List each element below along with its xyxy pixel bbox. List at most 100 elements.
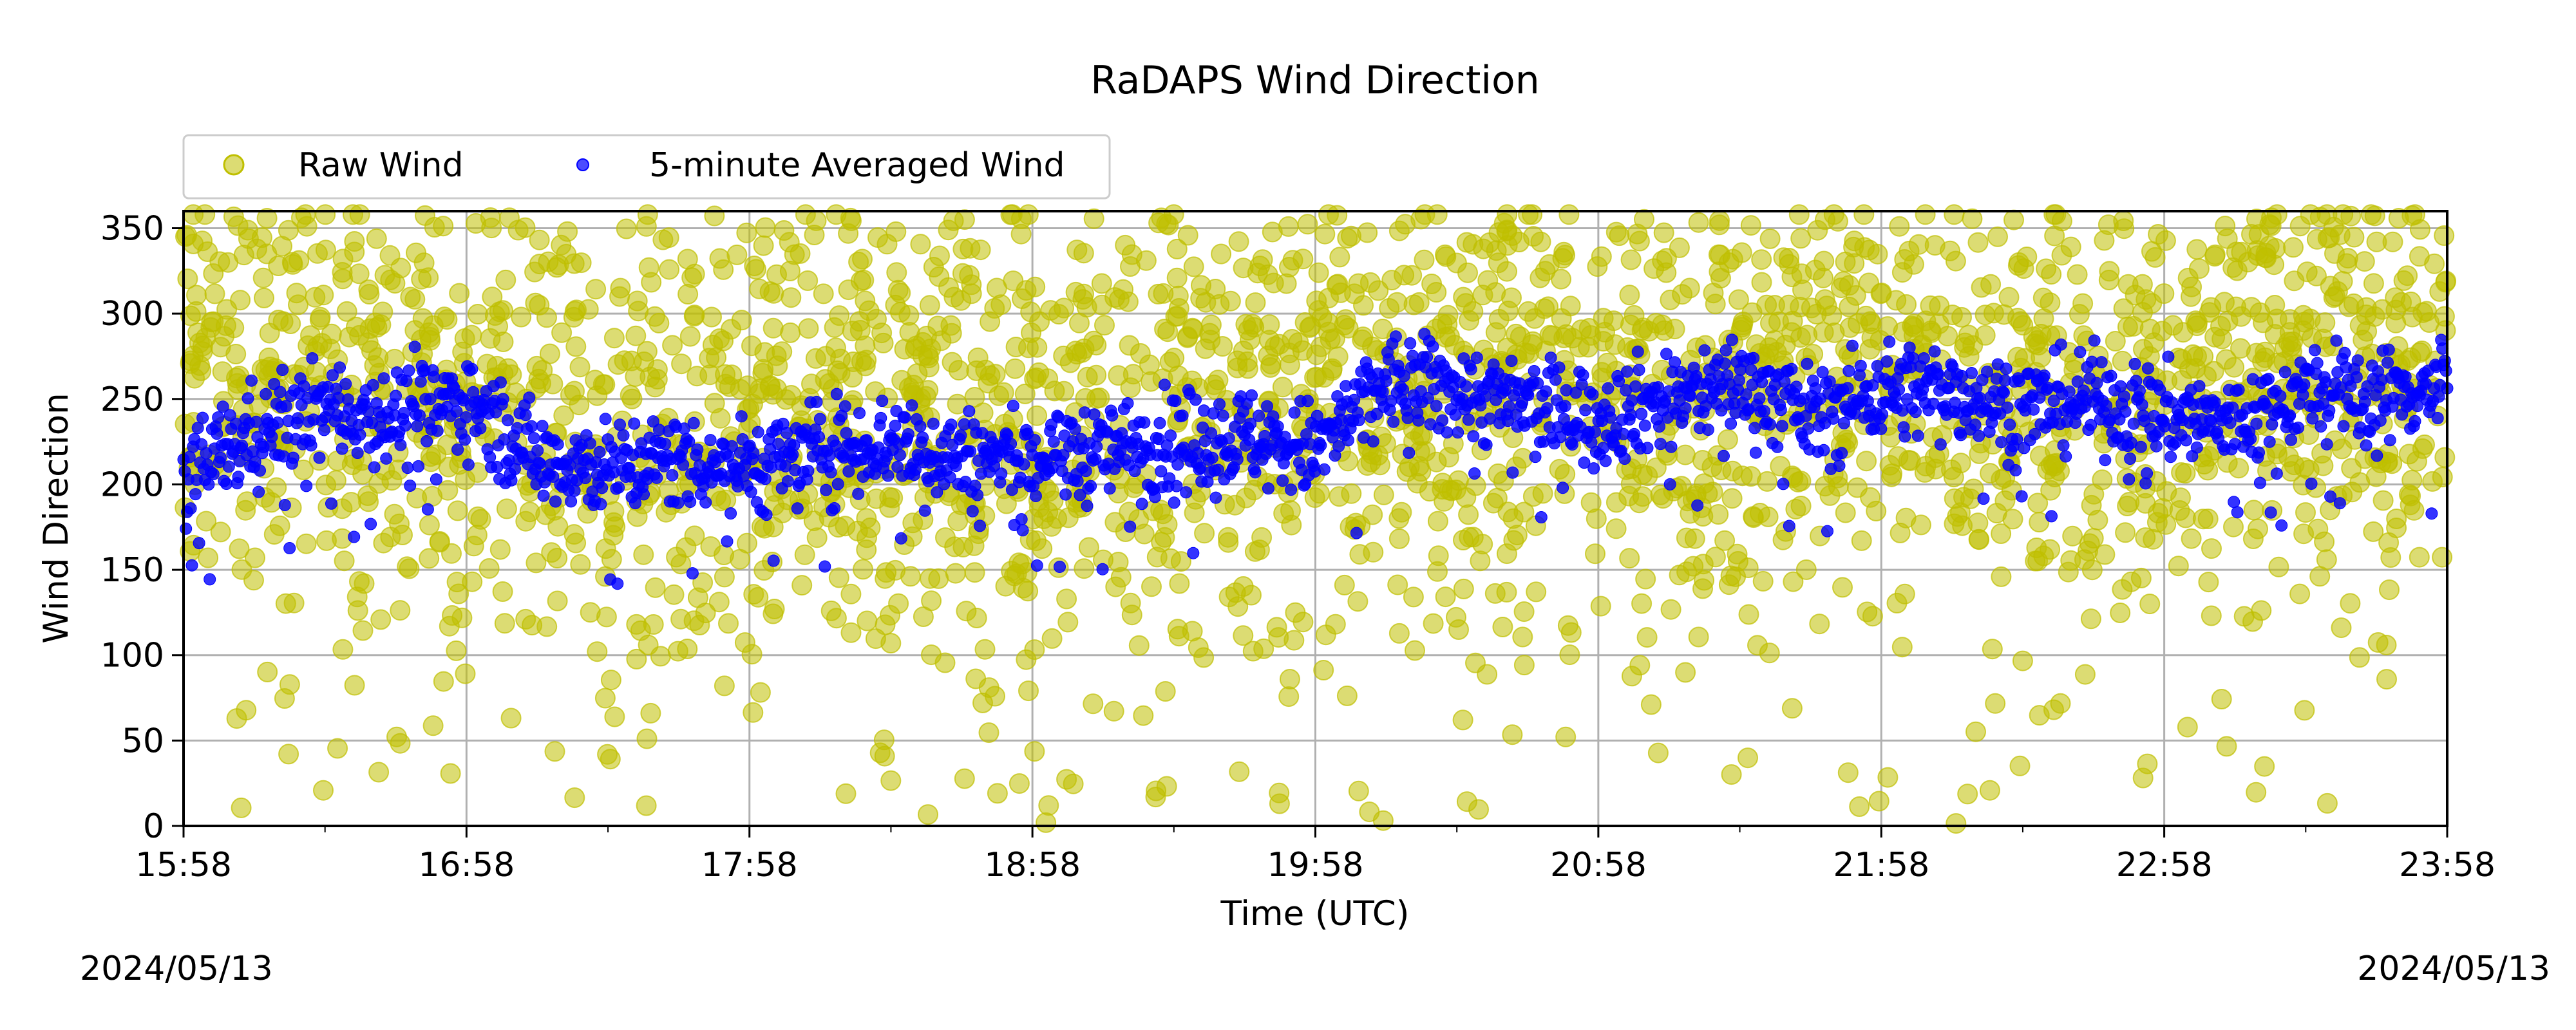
raw-wind-point	[1294, 312, 1316, 333]
raw-wind-point	[1388, 508, 1410, 529]
averaged-wind-point	[1057, 449, 1070, 462]
raw-wind-point	[806, 210, 827, 231]
raw-wind-point	[714, 566, 735, 588]
averaged-wind-point	[265, 431, 278, 443]
averaged-wind-point	[1106, 409, 1119, 422]
averaged-wind-point	[2029, 427, 2041, 440]
raw-wind-point	[185, 301, 207, 322]
raw-wind-point	[1809, 613, 1830, 635]
averaged-wind-point	[724, 507, 737, 520]
averaged-wind-point	[1774, 404, 1787, 417]
raw-wind-point	[272, 236, 292, 257]
raw-wind-point	[526, 552, 547, 574]
raw-wind-point	[1497, 261, 1517, 282]
averaged-wind-point	[1660, 348, 1673, 360]
x-tick-label: 22:58	[2116, 846, 2213, 885]
raw-wind-point	[1710, 268, 1731, 289]
averaged-wind-point	[399, 419, 412, 432]
raw-wind-point	[1038, 795, 1059, 816]
raw-wind-point	[1859, 239, 1880, 261]
averaged-wind-point	[1718, 449, 1730, 462]
raw-wind-point	[736, 222, 757, 243]
raw-wind-point	[965, 668, 987, 689]
averaged-wind-point	[298, 380, 310, 393]
raw-wind-point	[1688, 626, 1709, 648]
raw-wind-point	[1849, 796, 1870, 817]
raw-wind-point	[352, 464, 374, 485]
raw-wind-point	[1486, 240, 1507, 261]
raw-wind-point	[492, 581, 513, 602]
raw-wind-point	[1944, 204, 1965, 225]
x-axis: 15:58 16:58 17:58 18:58 19:58 20:58 21:58 22:58…	[135, 826, 2496, 885]
raw-wind-point	[1458, 504, 1479, 525]
averaged-wind-point	[820, 483, 833, 496]
raw-wind-point	[283, 592, 305, 613]
raw-wind-point	[1406, 473, 1428, 494]
raw-wind-point	[2079, 533, 2100, 554]
averaged-wind-point	[2309, 344, 2321, 357]
averaged-wind-point	[1069, 422, 1081, 435]
averaged-wind-point	[214, 451, 227, 464]
raw-wind-point	[429, 532, 450, 553]
raw-wind-point	[961, 283, 982, 304]
raw-wind-point	[966, 608, 987, 628]
averaged-wind-point	[1566, 438, 1578, 451]
raw-wind-point	[2143, 529, 2164, 550]
averaged-wind-point	[184, 502, 197, 515]
averaged-wind-point	[752, 426, 764, 438]
averaged-wind-point	[1404, 337, 1417, 350]
averaged-wind-point	[1529, 451, 1542, 464]
averaged-wind-point	[686, 567, 699, 580]
raw-wind-point	[920, 568, 941, 589]
averaged-wind-point	[1441, 426, 1454, 439]
averaged-wind-point	[1187, 547, 1200, 559]
raw-wind-point	[279, 674, 300, 695]
raw-wind-point	[482, 286, 503, 308]
averaged-wind-point	[1084, 480, 1097, 492]
raw-wind-point	[433, 216, 454, 237]
raw-wind-point	[1660, 599, 1681, 620]
raw-wind-point	[2110, 603, 2131, 623]
raw-wind-point	[1228, 231, 1249, 252]
averaged-wind-point	[1081, 500, 1094, 512]
averaged-wind-point	[2141, 362, 2154, 375]
averaged-wind-point	[2045, 510, 2058, 523]
averaged-wind-point	[354, 428, 366, 441]
averaged-wind-point	[502, 414, 514, 427]
raw-wind-point	[684, 263, 705, 285]
averaged-wind-point	[1835, 447, 1848, 460]
raw-wind-point	[670, 608, 692, 630]
raw-wind-point	[1980, 463, 2001, 484]
averaged-wind-point	[2105, 370, 2117, 382]
averaged-wind-point	[2285, 433, 2297, 446]
averaged-wind-point	[971, 489, 984, 501]
averaged-wind-point	[2409, 415, 2421, 427]
raw-wind-point	[964, 562, 985, 583]
averaged-wind-point	[2027, 403, 2040, 416]
averaged-wind-point	[2193, 380, 2206, 393]
raw-wind-point	[1279, 669, 1300, 689]
raw-wind-point	[2139, 594, 2161, 615]
raw-wind-point	[2354, 251, 2375, 272]
averaged-wind-point	[1785, 362, 1798, 375]
averaged-wind-point	[2323, 404, 2336, 417]
raw-wind-point	[1781, 698, 1803, 719]
raw-wind-point	[480, 328, 501, 349]
averaged-wind-point	[204, 573, 216, 586]
raw-wind-point	[2333, 204, 2354, 225]
averaged-wind-point	[527, 432, 540, 445]
averaged-wind-point	[191, 422, 204, 435]
raw-wind-point	[1593, 331, 1614, 352]
raw-wind-point	[478, 558, 500, 579]
raw-wind-point	[1636, 627, 1658, 648]
averaged-wind-point	[2226, 401, 2239, 414]
averaged-wind-point	[2297, 388, 2309, 401]
raw-wind-point	[880, 604, 900, 626]
raw-wind-point	[1078, 537, 1099, 558]
raw-wind-point	[1968, 529, 1989, 550]
averaged-wind-point	[1553, 361, 1566, 374]
averaged-wind-point	[400, 375, 413, 388]
raw-wind-point	[1485, 322, 1506, 343]
raw-wind-point	[1619, 548, 1640, 569]
raw-wind-point	[1664, 319, 1685, 340]
